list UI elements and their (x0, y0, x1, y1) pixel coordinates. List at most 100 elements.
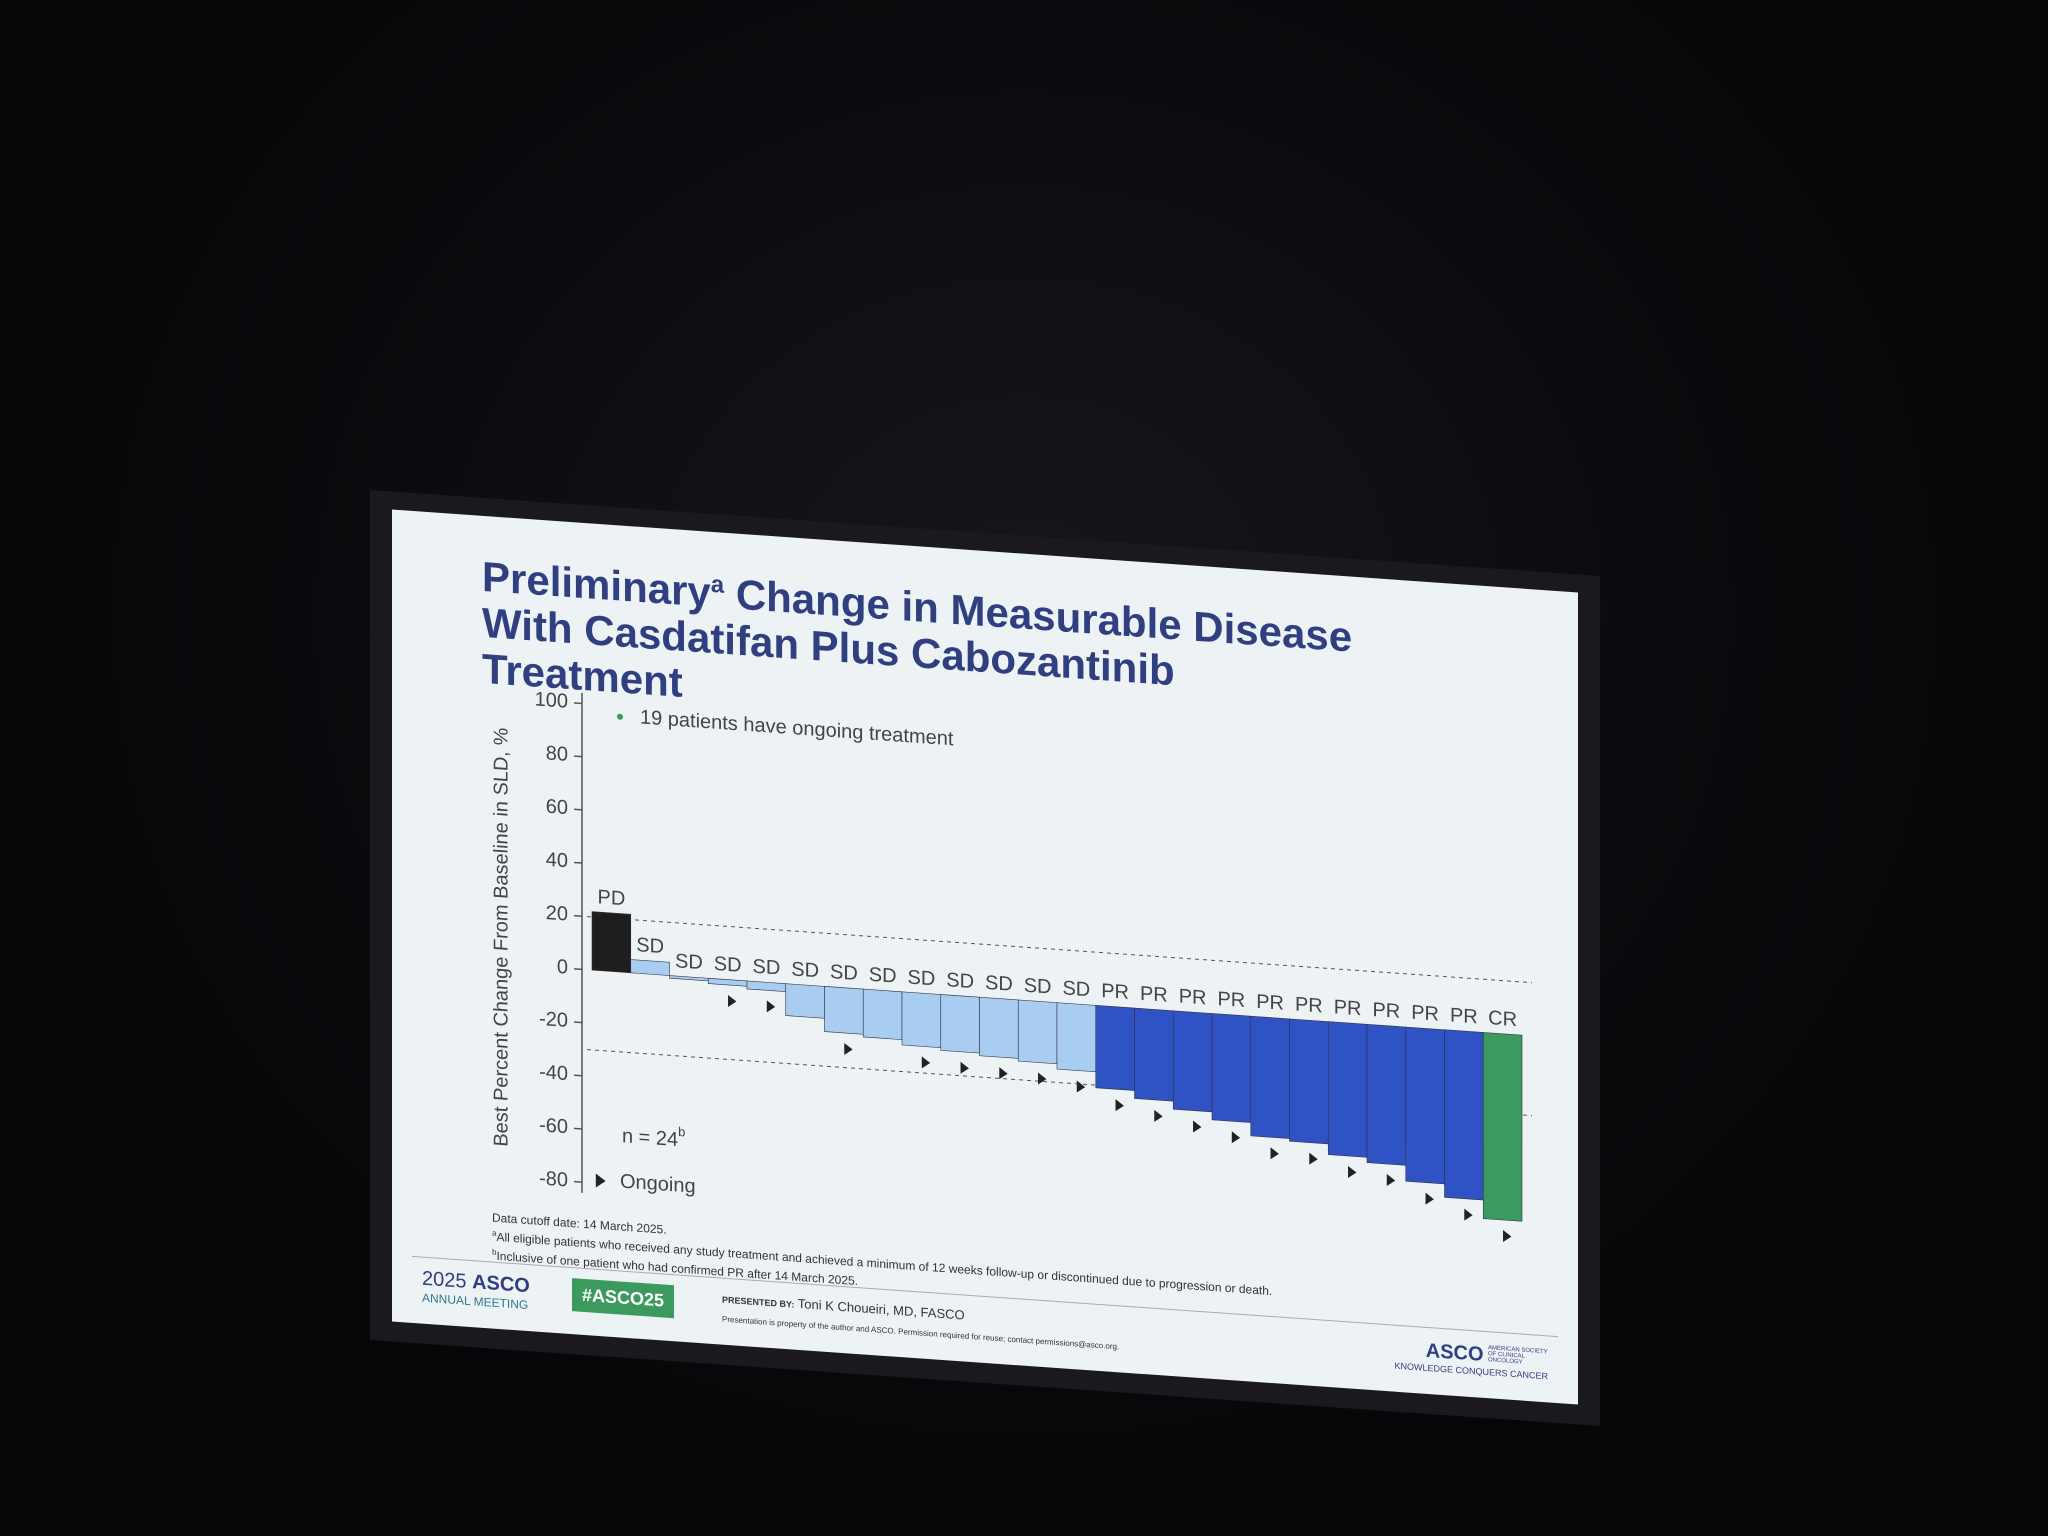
bar (824, 986, 864, 1035)
y-tick-label: 40 (546, 849, 568, 873)
y-tick (574, 702, 582, 705)
bar-label: PD (597, 886, 625, 910)
y-tick (574, 968, 582, 971)
bar (785, 983, 825, 1019)
bar-label: SD (714, 953, 742, 977)
bar (1017, 999, 1058, 1065)
ongoing-marker (1348, 1165, 1357, 1178)
ongoing-marker (1386, 1173, 1396, 1186)
bar (1250, 1015, 1290, 1139)
bar-label: SD (946, 969, 974, 993)
bar-label: SD (675, 950, 703, 974)
bar (1172, 1010, 1213, 1113)
y-tick (574, 914, 582, 917)
y-tick (574, 1127, 582, 1130)
bar-label: SD (869, 964, 897, 988)
hashtag: #ASCO25 (572, 1278, 675, 1319)
ongoing-marker (1115, 1099, 1124, 1112)
bar (901, 991, 942, 1049)
ongoing-marker (1076, 1080, 1086, 1093)
y-tick-label: -20 (539, 1008, 568, 1032)
bar-label: SD (1062, 977, 1090, 1001)
ongoing-marker (1425, 1192, 1434, 1205)
y-tick (574, 1074, 582, 1077)
meeting-org: ASCO (472, 1271, 530, 1298)
ongoing-marker (1464, 1208, 1473, 1221)
ongoing-marker (960, 1061, 969, 1074)
legend-label: Ongoing (620, 1170, 696, 1197)
bar-label: SD (985, 972, 1013, 996)
bar (1211, 1013, 1252, 1123)
n-sup: b (678, 1124, 685, 1139)
ongoing-marker (921, 1056, 931, 1069)
y-tick (574, 861, 582, 864)
bar-label: SD (1024, 975, 1052, 999)
screen: Preliminarya Change in Measurable Diseas… (370, 490, 1600, 1427)
bar-label: SD (907, 966, 935, 990)
bar (591, 911, 632, 974)
ongoing-marker (1309, 1152, 1318, 1165)
ongoing-marker (844, 1042, 853, 1055)
bullet (617, 713, 623, 720)
bar (979, 996, 1019, 1059)
legend-marker (595, 1173, 606, 1188)
y-tick (574, 808, 582, 811)
y-tick (574, 1180, 582, 1183)
bar (1134, 1007, 1174, 1102)
bar-label: PR (1411, 1002, 1439, 1026)
ongoing-marker (999, 1067, 1008, 1080)
bar-label: PR (1450, 1004, 1478, 1028)
asco-logo: ASCO AMERICAN SOCIETY OF CLINICAL ONCOLO… (1394, 1338, 1548, 1382)
bar (669, 975, 709, 982)
bar (1095, 1005, 1135, 1091)
meeting-year: 2025 (422, 1267, 467, 1293)
presenter: Toni K Choueiri, MD, FASCO (797, 1295, 965, 1323)
ongoing-marker (1503, 1229, 1512, 1242)
n-text: n = 24 (622, 1125, 678, 1151)
society: AMERICAN SOCIETY OF CLINICAL ONCOLOGY (1488, 1345, 1548, 1366)
bar (1444, 1029, 1484, 1201)
bar-label: PR (1140, 983, 1168, 1007)
ongoing-marker (1038, 1072, 1047, 1085)
bar-label: SD (752, 956, 780, 980)
bar-label: CR (1488, 1007, 1517, 1031)
annotation: 19 patients have ongoing treatment (640, 706, 954, 750)
bar-label: PR (1256, 991, 1284, 1015)
ongoing-marker (1270, 1147, 1279, 1160)
y-tick-label: -60 (539, 1114, 568, 1138)
bar (862, 988, 903, 1040)
ongoing-marker (1154, 1109, 1163, 1122)
bar-label: PR (1217, 988, 1245, 1012)
ongoing-marker (1193, 1120, 1202, 1133)
slide: Preliminarya Change in Measurable Diseas… (392, 509, 1578, 1405)
bar (1482, 1032, 1523, 1222)
bar-label: PR (1101, 980, 1129, 1004)
y-axis-label: Best Percent Change From Baseline in SLD… (490, 727, 512, 1148)
y-tick-label: -80 (539, 1167, 568, 1191)
ongoing-marker (766, 1000, 776, 1013)
bar (746, 980, 787, 992)
y-tick-label: 100 (535, 688, 568, 712)
y-tick-label: 0 (557, 956, 568, 979)
y-tick (574, 755, 582, 758)
y-tick-label: 80 (546, 742, 568, 766)
y-tick-label: 20 (546, 902, 568, 926)
y-tick (574, 1021, 582, 1024)
ongoing-marker (728, 994, 737, 1007)
bar-label: PR (1372, 999, 1400, 1023)
bar-label: SD (791, 958, 819, 982)
y-tick-label: 60 (546, 796, 568, 820)
bar (1405, 1026, 1445, 1185)
chart: -80 -60 -40 -20 0 20 40 60 80 100 Best Percent Cha… (490, 688, 1532, 1242)
title-sup: a (710, 570, 725, 599)
presented-by: PRESENTED BY: (722, 1294, 795, 1310)
ongoing-marker (1231, 1131, 1241, 1144)
meeting-logo: 2025 ASCO ANNUAL MEETING (422, 1268, 530, 1313)
y-tick-label: -40 (539, 1061, 568, 1085)
bar-label: PR (1179, 985, 1207, 1009)
bar-label: PR (1334, 996, 1362, 1020)
bar (1366, 1023, 1407, 1166)
bar (707, 977, 748, 987)
bar (1327, 1021, 1368, 1158)
notice: Presentation is property of the author a… (722, 1314, 1120, 1352)
